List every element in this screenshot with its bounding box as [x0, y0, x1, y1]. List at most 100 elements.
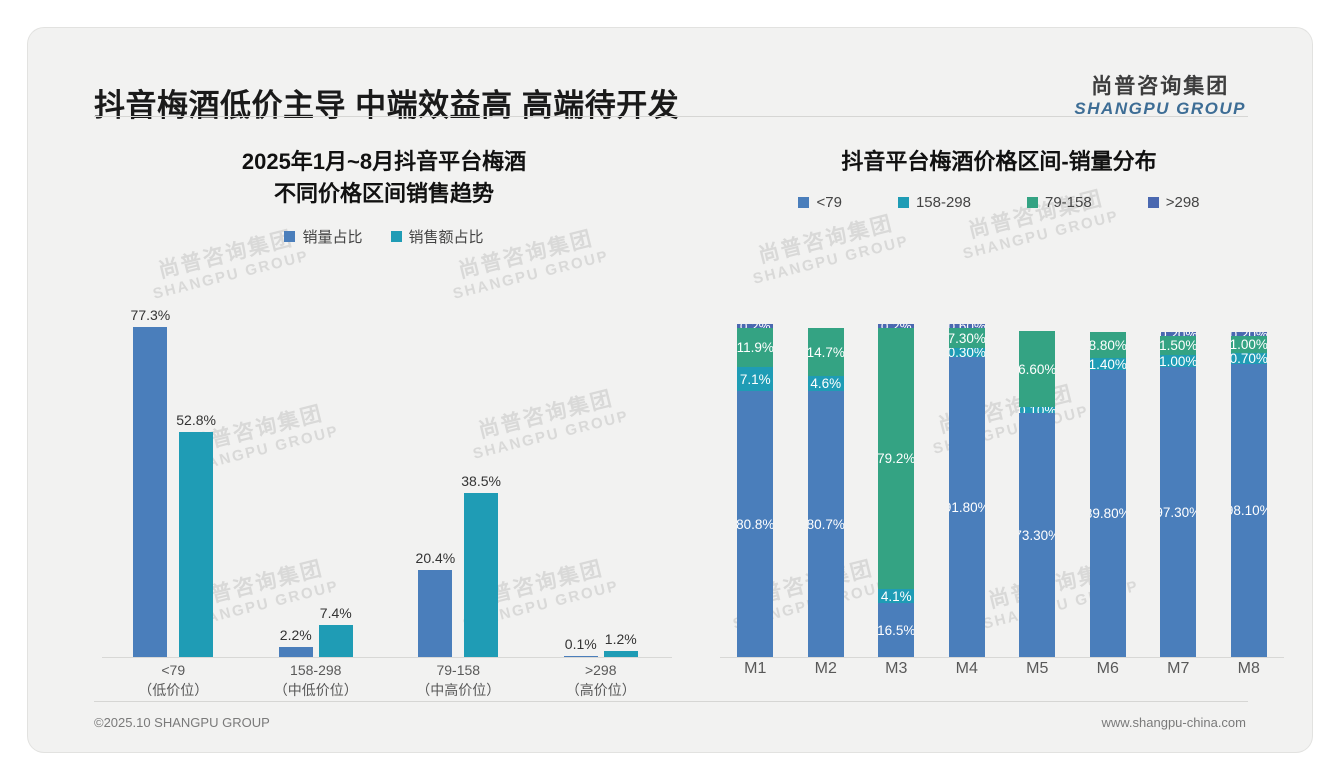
shangpu-group-logo: 尚普咨询集团 SHANGPU GROUP — [1074, 76, 1246, 117]
stacked-bar-column[interactable]: 6.60% 0.10% 73.30% — [1019, 306, 1056, 657]
x-tick-sub: （中低价位） — [273, 682, 358, 699]
bar-revenue[interactable] — [464, 493, 499, 657]
segment-158-298[interactable]: 0.30% — [948, 348, 985, 357]
segment-value-label: 6.60% — [1019, 361, 1056, 377]
segment-under79[interactable]: 16.5% — [878, 603, 915, 657]
segment-158-298[interactable]: 0.70% — [1230, 353, 1267, 364]
bar-group: 77.3% 52.8% — [106, 298, 240, 657]
legend-label-158-298: 158-298 — [915, 193, 971, 211]
bar-value-label: 77.3% — [130, 307, 171, 323]
bar-volume[interactable] — [418, 570, 453, 657]
x-axis-tick-label: >298 （高价位） — [534, 660, 668, 698]
segment-over298[interactable]: 0.2% — [737, 324, 774, 328]
x-axis-line — [102, 657, 672, 658]
bar-column[interactable]: 38.5% — [461, 298, 501, 657]
legend-item-158-298[interactable]: 158-298 — [897, 193, 971, 211]
footer-copyright: ©2025.10 SHANGPU GROUP — [94, 715, 270, 730]
footer-website[interactable]: www.shangpu-china.com — [1101, 715, 1246, 730]
bar-volume[interactable] — [563, 656, 598, 657]
segment-value-label: 1.40% — [1089, 358, 1126, 370]
stacked-bar-column[interactable]: 8.80% 1.40% 89.80% — [1089, 306, 1126, 657]
footer-divider — [94, 701, 1248, 702]
segment-158-298[interactable]: 0.10% — [1019, 407, 1056, 413]
legend-item-volume[interactable]: 销量占比 — [284, 226, 363, 247]
segment-value-label: 0.30% — [948, 348, 985, 357]
x-axis-tick-label: M4 — [955, 660, 978, 677]
bar-revenue[interactable] — [318, 625, 353, 657]
stacked-bar-column[interactable]: 0.2% 11.9% 7.1% 80.8% — [737, 306, 774, 657]
left-chart-legend: 销量占比 销售额占比 — [74, 226, 694, 247]
logo-english-text: SHANGPU GROUP — [1074, 99, 1246, 118]
segment-over298[interactable]: 0.20% — [1160, 332, 1197, 336]
bar-volume[interactable] — [133, 327, 168, 657]
stacked-bar-column[interactable]: 0.20% 1.00% 0.70% 98.10% — [1230, 306, 1267, 657]
segment-value-label: 79.2% — [878, 451, 915, 466]
bar-column[interactable]: 1.2% — [603, 298, 638, 657]
stacked-bar-column[interactable]: 0.2% 79.2% 4.1% 16.5% — [878, 306, 915, 657]
segment-over298[interactable]: 0.60% — [948, 324, 985, 328]
segment-under79[interactable]: 80.7% — [807, 391, 844, 657]
segment-79-158[interactable]: 11.9% — [737, 328, 774, 367]
segment-79-158[interactable]: 1.50% — [1160, 336, 1197, 355]
left-chart-title-line2: 不同价格区间销售趋势 — [273, 180, 494, 206]
segment-158-298[interactable]: 1.40% — [1089, 358, 1126, 370]
stacked-bar-column[interactable]: 14.7% 4.6% 80.7% — [807, 306, 844, 657]
bar-column[interactable]: 20.4% — [415, 298, 456, 657]
bar-column[interactable]: 0.1% — [563, 298, 598, 657]
legend-item-revenue[interactable]: 销售额占比 — [390, 226, 484, 247]
bar-value-label: 20.4% — [415, 550, 456, 566]
legend-item-over298[interactable]: >298 — [1147, 193, 1200, 211]
segment-value-label: 0.20% — [1160, 332, 1196, 336]
segment-under79[interactable]: 89.80% — [1089, 370, 1126, 657]
segment-under79[interactable]: 80.8% — [737, 391, 774, 657]
bar-column[interactable]: 2.2% — [278, 298, 313, 657]
x-axis-tick-label: <79 （低价位） — [106, 660, 240, 698]
bar-column[interactable]: 7.4% — [318, 298, 353, 657]
segment-value-label: 8.80% — [1089, 337, 1126, 353]
segment-79-158[interactable]: 14.7% — [807, 328, 844, 376]
segment-under79[interactable]: 97.30% — [1160, 367, 1197, 657]
legend-swatch-icon — [798, 196, 810, 208]
bar-column[interactable]: 77.3% — [130, 298, 171, 657]
slide: 抖音梅酒低价主导 中端效益高 高端待开发 尚普咨询集团 SHANGPU GROU… — [28, 28, 1312, 752]
segment-158-298[interactable]: 4.1% — [878, 589, 915, 603]
segment-158-298[interactable]: 7.1% — [737, 367, 774, 391]
segment-value-label: 80.8% — [737, 516, 774, 532]
x-tick-main: 79-158 — [436, 662, 481, 678]
bar-volume[interactable] — [278, 647, 313, 657]
segment-158-298[interactable]: 1.00% — [1160, 355, 1197, 367]
left-chart-panel: 2025年1月~8月抖音平台梅酒 不同价格区间销售趋势 销量占比 销售额占比 7… — [74, 146, 694, 706]
segment-value-label: 14.7% — [807, 344, 844, 360]
legend-swatch-icon — [390, 230, 402, 242]
legend-item-79-158[interactable]: 79-158 — [1027, 194, 1092, 211]
bar-value-label: 2.2% — [279, 627, 312, 643]
segment-value-label: 4.1% — [880, 589, 912, 603]
segment-158-298[interactable]: 4.6% — [807, 376, 844, 391]
segment-value-label: 89.80% — [1090, 506, 1126, 521]
segment-value-label: 98.10% — [1231, 503, 1267, 518]
stacked-bar-column[interactable]: 0.60% 7.30% 0.30% 91.80% — [948, 306, 985, 657]
segment-79-158[interactable]: 79.2% — [878, 328, 915, 589]
bar-value-label: 1.2% — [604, 631, 637, 647]
segment-79-158[interactable]: 7.30% — [948, 328, 985, 348]
segment-value-label: 7.1% — [739, 371, 771, 387]
right-chart-panel: 抖音平台梅酒价格区间-销量分布 <79 158-298 79-158 >298 — [704, 146, 1294, 706]
legend-item-under79[interactable]: <79 — [798, 194, 842, 211]
segment-under79[interactable]: 91.80% — [948, 357, 985, 657]
segment-79-158[interactable]: 8.80% — [1089, 332, 1126, 358]
segment-over298[interactable]: 0.2% — [878, 324, 915, 328]
stacked-bar-column[interactable]: 0.20% 1.50% 1.00% 97.30% — [1160, 306, 1197, 657]
segment-under79[interactable]: 98.10% — [1230, 364, 1267, 657]
legend-label-over298: >298 — [1165, 193, 1200, 211]
bar-column[interactable]: 52.8% — [176, 298, 216, 657]
header-divider — [94, 116, 1248, 117]
segment-79-158[interactable]: 1.00% — [1230, 336, 1267, 353]
segment-value-label: 11.9% — [737, 340, 774, 355]
bar-revenue[interactable] — [603, 651, 638, 657]
x-axis-line — [720, 657, 1284, 658]
segment-79-158[interactable]: 6.60% — [1019, 331, 1056, 407]
segment-over298[interactable]: 0.20% — [1230, 332, 1267, 336]
bar-revenue[interactable] — [179, 432, 214, 657]
segment-value-label: 16.5% — [878, 622, 915, 638]
segment-under79[interactable]: 73.30% — [1019, 413, 1056, 657]
